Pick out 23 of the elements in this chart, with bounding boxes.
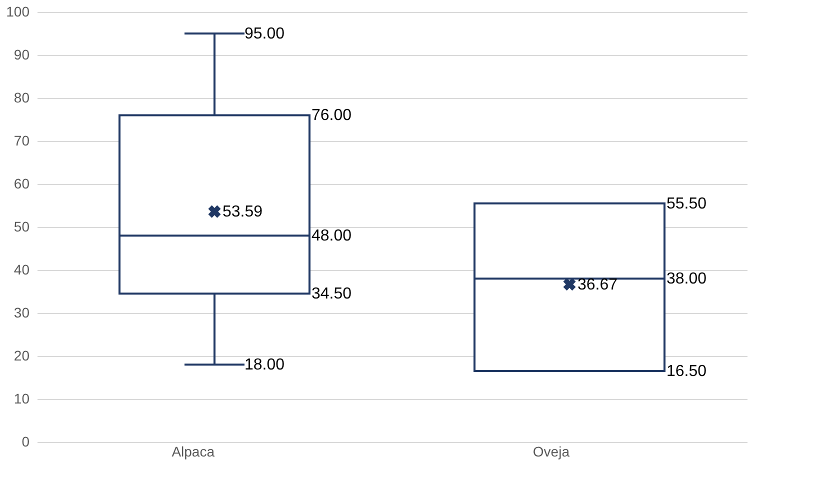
y-tick-label: 40 (14, 262, 30, 278)
y-tick-label: 20 (14, 348, 30, 364)
y-tick-label: 30 (14, 304, 30, 320)
y-tick-label: 90 (14, 46, 30, 62)
annotation: 18.00 (244, 356, 285, 374)
y-tick-label: 80 (14, 90, 30, 106)
annotation: 38.00 (666, 270, 707, 288)
annotation: 48.00 (312, 228, 352, 245)
y-tick-label: 60 (14, 176, 30, 192)
x-tick-label: Oveja (532, 444, 570, 460)
y-tick-label: 50 (14, 218, 30, 234)
annotation: 95.00 (244, 26, 285, 42)
x-tick-label: Alpaca (172, 444, 215, 460)
annotation: 16.50 (666, 363, 707, 380)
y-tick-label: 100 (6, 4, 30, 20)
annotation: 55.50 (666, 195, 707, 212)
annotation: 76.00 (312, 107, 352, 124)
annotation: 34.50 (312, 286, 352, 303)
y-tick-label: 10 (14, 390, 30, 406)
annotation: 36.67 (578, 276, 618, 294)
y-tick-label: 70 (14, 132, 30, 148)
annotation: 53.59 (222, 204, 263, 221)
y-tick-label: 0 (22, 434, 30, 450)
